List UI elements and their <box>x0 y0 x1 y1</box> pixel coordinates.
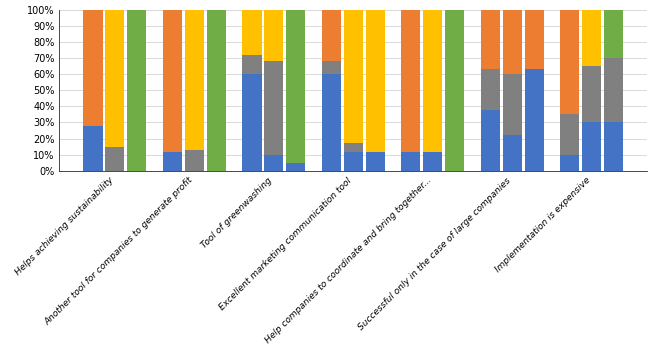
Bar <box>604 122 623 171</box>
Bar <box>503 74 522 135</box>
Bar <box>344 144 363 152</box>
Bar <box>286 163 306 171</box>
Bar <box>105 9 125 147</box>
Bar <box>503 9 522 74</box>
Bar <box>582 9 601 66</box>
Bar <box>423 152 442 171</box>
Bar <box>264 61 283 155</box>
Bar <box>242 74 261 171</box>
Bar <box>185 150 204 171</box>
Bar <box>560 155 579 171</box>
Bar <box>423 9 442 152</box>
Bar <box>366 9 385 152</box>
Bar <box>322 9 341 61</box>
Bar <box>582 66 601 122</box>
Bar <box>105 147 125 171</box>
Bar <box>84 126 103 171</box>
Bar <box>525 69 544 171</box>
Bar <box>344 9 363 144</box>
Bar <box>242 9 261 55</box>
Bar <box>242 55 261 74</box>
Bar <box>286 9 306 163</box>
Bar <box>127 9 146 171</box>
Bar <box>481 69 500 110</box>
Bar <box>560 114 579 155</box>
Bar <box>582 122 601 171</box>
Bar <box>163 152 182 171</box>
Bar <box>604 58 623 122</box>
Bar <box>322 74 341 171</box>
Bar <box>481 110 500 171</box>
Bar <box>560 9 579 114</box>
Bar <box>322 61 341 74</box>
Bar <box>481 9 500 69</box>
Bar <box>445 9 464 171</box>
Bar <box>402 9 421 152</box>
Bar <box>525 9 544 69</box>
Bar <box>402 152 421 171</box>
Bar <box>344 152 363 171</box>
Bar <box>264 155 283 171</box>
Bar <box>185 9 204 150</box>
Bar <box>503 135 522 171</box>
Bar <box>264 9 283 61</box>
Bar <box>604 9 623 58</box>
Bar <box>207 9 226 171</box>
Bar <box>163 9 182 152</box>
Bar <box>366 152 385 171</box>
Bar <box>84 9 103 126</box>
